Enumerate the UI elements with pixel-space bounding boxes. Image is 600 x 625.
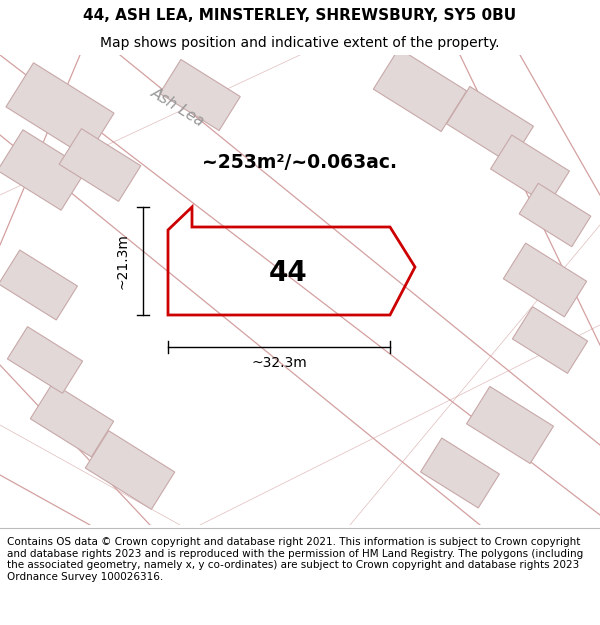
Text: Contains OS data © Crown copyright and database right 2021. This information is : Contains OS data © Crown copyright and d… <box>7 537 583 582</box>
Polygon shape <box>446 86 533 164</box>
Polygon shape <box>421 438 499 508</box>
Polygon shape <box>467 386 553 464</box>
Polygon shape <box>31 383 113 457</box>
Polygon shape <box>7 327 83 393</box>
Polygon shape <box>503 243 587 317</box>
Text: 44: 44 <box>269 259 307 287</box>
Polygon shape <box>0 250 77 320</box>
Text: 44, ASH LEA, MINSTERLEY, SHREWSBURY, SY5 0BU: 44, ASH LEA, MINSTERLEY, SHREWSBURY, SY5… <box>83 8 517 23</box>
Text: Map shows position and indicative extent of the property.: Map shows position and indicative extent… <box>100 36 500 50</box>
Polygon shape <box>160 59 240 131</box>
Polygon shape <box>0 130 86 210</box>
Polygon shape <box>59 129 141 201</box>
Polygon shape <box>519 183 591 247</box>
Polygon shape <box>85 431 175 509</box>
Text: ~32.3m: ~32.3m <box>251 356 307 370</box>
Text: ~21.3m: ~21.3m <box>116 233 130 289</box>
Text: ~253m²/~0.063ac.: ~253m²/~0.063ac. <box>203 154 398 173</box>
Polygon shape <box>512 307 587 373</box>
Polygon shape <box>491 135 569 205</box>
Text: Ash Lea: Ash Lea <box>149 85 208 129</box>
Polygon shape <box>373 49 467 131</box>
Polygon shape <box>6 62 114 158</box>
